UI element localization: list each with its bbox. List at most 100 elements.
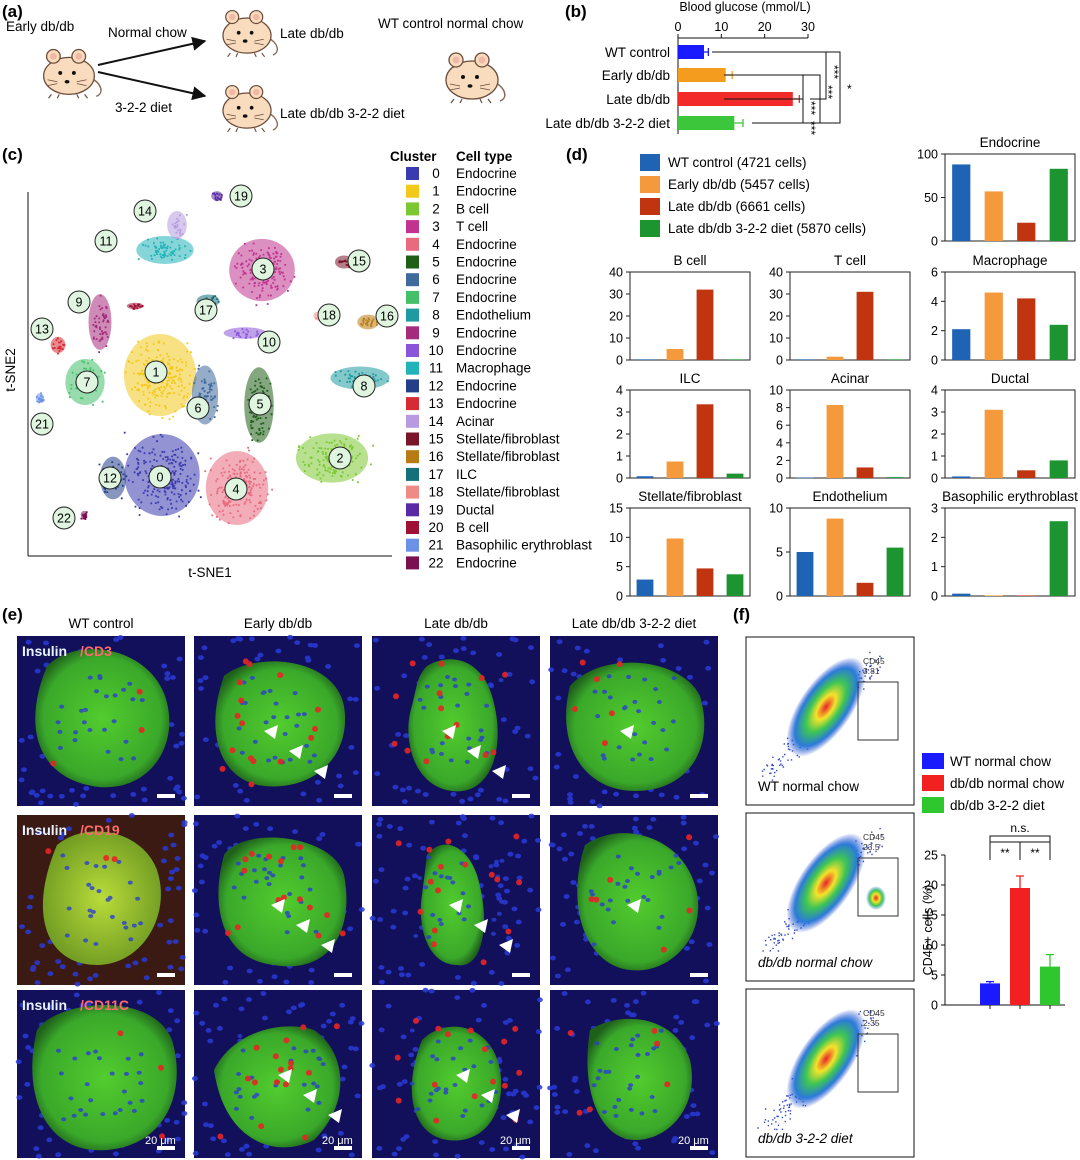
cluster-badge-label: 15: [352, 255, 366, 269]
subplot-bar: [826, 518, 844, 596]
cluster-badge-label: 19: [234, 190, 248, 204]
legend-swatch: [406, 538, 419, 552]
flow-plot-label: WT normal chow: [758, 779, 859, 794]
early-dbdb-label: Early db/db: [6, 19, 74, 34]
cluster-badge-label: 2: [337, 452, 344, 466]
scale-bar-label: 20 μm: [500, 1135, 531, 1147]
legend-swatch: [640, 154, 660, 171]
panel-d-legend: WT control (4721 cells) Early db/db (5457…: [640, 154, 866, 237]
microscopy-image: 20 μm: [547, 990, 720, 1158]
scale-bar: [512, 973, 530, 977]
subplot-bar: [952, 329, 971, 360]
legend-cell-type: Endocrine: [456, 325, 517, 340]
subplot-ilc: ILC 0 1 2 3 4: [616, 371, 751, 486]
subplot-stellate-fibroblast: Stellate/fibroblast 0 5 10 15: [609, 489, 751, 604]
scale-bar: [512, 794, 530, 798]
legend-cluster-id: 1: [432, 184, 440, 199]
subplot-tick-label: 5: [776, 546, 783, 560]
microscopy-image: 20 μm: [192, 990, 365, 1158]
immune-stain: [219, 658, 321, 788]
subplot-bar: [984, 292, 1003, 360]
subplot-title: B cell: [673, 253, 706, 268]
subplot-tick-label: 0: [931, 354, 938, 368]
legend-cluster-id: 16: [428, 449, 443, 464]
legend-swatch: [406, 326, 419, 340]
subplot-tick-label: 2: [776, 454, 783, 468]
tsne-legend: 0 Endocrine 1 Endocrine 2 B cell 3 T cell 4 Endoc…: [406, 166, 592, 570]
column-header: Late db/db 3-2-2 diet: [572, 616, 697, 631]
arrow-diet: [97, 71, 207, 101]
legend-cluster-id: 7: [432, 290, 440, 305]
microscopy-image: 20 μm: [369, 987, 543, 1160]
microscopy-image: [372, 636, 540, 806]
cluster-14-points: [171, 214, 188, 240]
subplot-tick-label: 2: [931, 531, 938, 545]
legend-cell-type: Basophilic erythroblast: [456, 538, 592, 553]
subplot-tick-label: 6: [931, 266, 938, 280]
legend-swatch: [406, 308, 419, 322]
subplot-tick-label: 2: [616, 428, 623, 442]
subplot-tick-label: 4: [616, 384, 623, 398]
subplot-title: Endothelium: [812, 489, 887, 504]
cluster-badge-label: 6: [195, 402, 202, 416]
legend-cell-type: Macrophage: [456, 361, 531, 376]
legend-swatch: [406, 220, 419, 234]
subplot-tick-label: 20: [769, 310, 783, 324]
subplot-bar: [696, 568, 714, 596]
subplot-title: Acinar: [831, 371, 870, 386]
arrowhead-marker: [289, 745, 303, 759]
gate-density: [866, 886, 886, 910]
subplot-bar: [826, 356, 844, 360]
microscopy-image: [548, 814, 719, 985]
legend-cell-type: Endocrine: [456, 343, 517, 358]
cd45-gate: [857, 681, 899, 741]
scale-bar: [157, 1146, 175, 1150]
legend-cell-type: B cell: [456, 520, 489, 535]
cd45-bar-chart: 0 5 10 15 20 25 CD45+ cells (%) ** **n.s.: [921, 821, 1065, 1013]
scale-bar: [690, 1146, 708, 1150]
subplot-ductal: Ductal 0 1 2 3 4: [931, 371, 1076, 486]
chart-b-tick-label: 0: [675, 20, 682, 34]
cluster-badge: [144, 360, 168, 384]
subplot-tick-label: 10: [769, 502, 783, 516]
late-diet-label: Late db/db 3-2-2 diet: [280, 106, 405, 121]
legend-swatch: [922, 797, 944, 813]
subplot-bar: [1017, 298, 1036, 360]
legend-cell-type: Endocrine: [456, 378, 517, 393]
cluster-badge-label: 22: [57, 512, 71, 526]
islet: [35, 649, 170, 788]
legend-swatch: [406, 467, 419, 481]
cluster-badge: [30, 317, 54, 341]
legend-cluster-id: 17: [428, 467, 443, 482]
subplot-tick-label: 1: [931, 450, 938, 464]
subplot-bar: [726, 574, 744, 596]
arrowhead-marker: [492, 765, 506, 779]
flow-density: [786, 1009, 866, 1109]
legend-header-type: Cell type: [456, 149, 513, 164]
legend-cluster-id: 5: [432, 255, 440, 270]
significance-marker: **: [1030, 846, 1040, 860]
subplot-bar: [636, 579, 654, 596]
legend-swatch: [406, 361, 419, 375]
legend-swatch: [406, 521, 419, 534]
row-label-insulin: Insulin: [22, 643, 67, 659]
legend-swatch: [406, 450, 419, 464]
panel-label-c: (c): [2, 145, 23, 164]
subplot-bar: [886, 359, 904, 360]
legend-cell-type: ILC: [456, 467, 477, 482]
subplot-bar: [666, 538, 684, 596]
cluster-badge: [328, 446, 352, 470]
arrowhead-marker: [328, 1109, 342, 1123]
subplot-tick-label: 4: [931, 295, 938, 309]
significance-marker: ***: [804, 121, 818, 135]
subplot-tick-label: 3: [616, 406, 623, 420]
arrowhead-marker: [278, 1069, 292, 1083]
legend-cell-type: Endocrine: [456, 290, 517, 305]
subplot-bar: [1049, 168, 1068, 241]
cluster-badge-label: 12: [103, 472, 117, 486]
legend-label: WT control (4721 cells): [668, 155, 807, 170]
legend-swatch: [640, 176, 660, 193]
